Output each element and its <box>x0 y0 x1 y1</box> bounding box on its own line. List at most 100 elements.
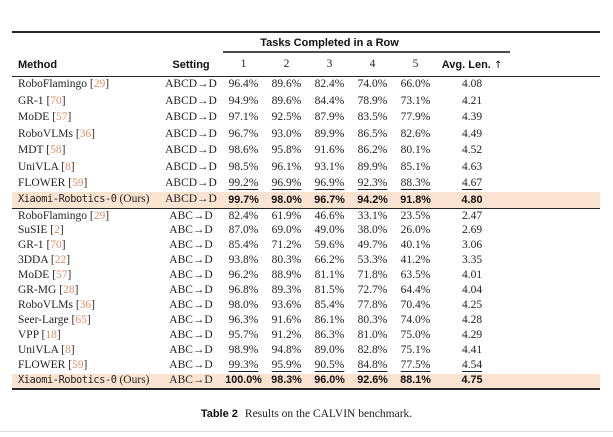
method-cell: UniVLA [8] <box>12 159 160 176</box>
table-row: Xiaomi-Robotics-0 (Ours) ABC→D 100.0% 98… <box>12 373 601 389</box>
citation-number: 65 <box>75 314 87 327</box>
method-name: RoboVLMs <box>18 299 73 312</box>
bracket-close: ] <box>67 111 72 123</box>
bracket-close: ] <box>74 284 79 297</box>
avg-len-cell: 4.21 <box>461 94 483 107</box>
value-cell-1: 96.8% <box>228 284 259 297</box>
setting-column-header: Setting <box>160 54 222 77</box>
avg-len-cell: 4.49 <box>461 127 483 140</box>
value-cell-5: 74.0% <box>400 314 431 327</box>
method-name: FLOWER <box>18 177 66 189</box>
bracket-close: ] <box>61 94 66 107</box>
value-cell-1: 95.7% <box>228 329 259 342</box>
bracket-close: ] <box>70 344 75 357</box>
citation: [36] <box>73 128 95 140</box>
value-cell-2: 93.6% <box>271 299 302 312</box>
bracket-open: [ <box>46 144 51 156</box>
method-cell: RoboVLMs [36] <box>12 126 160 143</box>
bracket-open: [ <box>61 344 65 357</box>
bracket-open: [ <box>68 177 72 189</box>
avg-len-cell: 4.52 <box>461 144 483 156</box>
setting-cell: ABCD→D <box>165 94 217 107</box>
bracket-open: [ <box>75 127 80 140</box>
method-name: Xiaomi-Robotics-0 <box>18 193 117 206</box>
table-row: GR-1 [70] ABC→D 85.4% 71.2% 59.6% 49.7% … <box>12 239 600 254</box>
bracket-open: [ <box>52 269 57 282</box>
value-cell-4: 74.0% <box>357 78 388 91</box>
citation-number: 28 <box>63 284 75 297</box>
citation: [70] <box>44 239 66 252</box>
citation: [57] <box>49 269 71 282</box>
method-cell: Seer-Large [65] <box>12 314 160 329</box>
bracket-open: [ <box>89 209 94 222</box>
table-caption: Table 2 Results on the CALVIN benchmark. <box>0 408 613 420</box>
value-cell-4: 92.6% <box>351 373 394 389</box>
setting-cell: ABCD→D <box>165 177 217 189</box>
setting-cell: ABCD→D <box>165 144 217 156</box>
value-cell-2: 92.5% <box>271 111 302 123</box>
setting-cell: ABC→D <box>169 314 213 327</box>
method-name: MoDE <box>18 111 50 123</box>
bracket-close: ] <box>56 329 61 342</box>
up-arrow-icon: ↑ <box>493 59 503 71</box>
value-cell-1: 87.0% <box>228 224 259 237</box>
value-cell-4: 53.3% <box>357 254 388 267</box>
citation-number: 29 <box>93 209 106 222</box>
value-cell-1: 96.4% <box>228 78 259 91</box>
value-cell-1: 94.9% <box>228 94 259 107</box>
span-header-spacer <box>12 32 222 54</box>
bracket-close: ] <box>61 239 66 252</box>
table-row: UniVLA [8] ABCD→D 98.5% 96.1% 93.1% 89.9… <box>12 159 600 176</box>
value-cell-5: 85.1% <box>400 160 431 173</box>
value-cell-4: 71.8% <box>357 269 388 282</box>
column-header-row: Method Setting 1 2 3 4 5 Avg. Len. ↑ <box>12 54 601 77</box>
method-name: GR-MG <box>18 284 57 297</box>
value-cell-2: 94.8% <box>271 344 302 357</box>
bracket-close: ] <box>61 144 66 156</box>
table-row: Seer-Large [65] ABC→D 96.3% 91.6% 86.1% … <box>12 314 600 329</box>
value-cell-3: 82.4% <box>314 78 345 91</box>
method-cell: GR-MG [28] <box>12 284 160 299</box>
avg-len-cell: 4.28 <box>461 314 483 327</box>
value-cell-3: 66.2% <box>314 254 345 267</box>
setting-cell: ABC→D <box>169 284 213 297</box>
citation: [2] <box>47 224 63 237</box>
results-table-wrap: Tasks Completed in a Row Method Setting … <box>12 31 601 390</box>
bracket-open: [ <box>50 254 55 267</box>
value-cell-5: 26.0% <box>400 224 431 237</box>
value-cell-4: 82.8% <box>357 344 388 357</box>
citation: [57] <box>49 111 71 123</box>
bracket-close: ] <box>105 209 110 222</box>
citation-number: 59 <box>72 177 84 189</box>
span-header-row: Tasks Completed in a Row <box>12 32 600 54</box>
page-bottom-hairline <box>0 431 613 432</box>
avg-len-cell: 4.75 <box>437 373 601 389</box>
table-row: GR-MG [28] ABC→D 96.8% 89.3% 81.5% 72.7%… <box>12 284 600 299</box>
value-cell-5: 88.3% <box>400 177 431 189</box>
value-cell-1: 98.0% <box>228 299 259 312</box>
value-cell-3: 91.6% <box>314 144 345 156</box>
table-row: GR-1 [70] ABCD→D 94.9% 89.6% 84.4% 78.9%… <box>12 93 600 110</box>
method-name: SuSIE <box>18 224 48 237</box>
bracket-close: ] <box>86 314 91 327</box>
value-cell-2: 89.6% <box>271 94 302 107</box>
avg-len-cell: 4.08 <box>461 78 483 91</box>
value-cell-2: 98.3% <box>265 373 308 389</box>
bracket-open: [ <box>68 359 72 372</box>
table-row: RoboFlamingo [29] ABC→D 82.4% 61.9% 46.6… <box>12 209 600 224</box>
value-cell-5: 70.4% <box>400 299 431 312</box>
method-cell: 3DDA [22] <box>12 254 160 269</box>
value-cell-3: 81.1% <box>314 269 345 282</box>
table-row: MDT [58] ABCD→D 98.6% 95.8% 91.6% 86.2% … <box>12 143 600 160</box>
citation-number: 2 <box>54 224 60 237</box>
bracket-open: [ <box>59 284 64 297</box>
citation-number: 59 <box>72 359 84 372</box>
avg-len-cell: 4.25 <box>461 299 483 312</box>
table-row: MoDE [57] ABCD→D 97.1% 92.5% 87.9% 83.5%… <box>12 110 600 127</box>
value-cell-4: 83.5% <box>357 111 388 123</box>
ours-suffix: (Ours) <box>119 193 150 206</box>
method-cell: MDT [58] <box>12 143 160 160</box>
bracket-close: ] <box>70 160 75 173</box>
avg-len-cell: 4.01 <box>461 269 483 282</box>
